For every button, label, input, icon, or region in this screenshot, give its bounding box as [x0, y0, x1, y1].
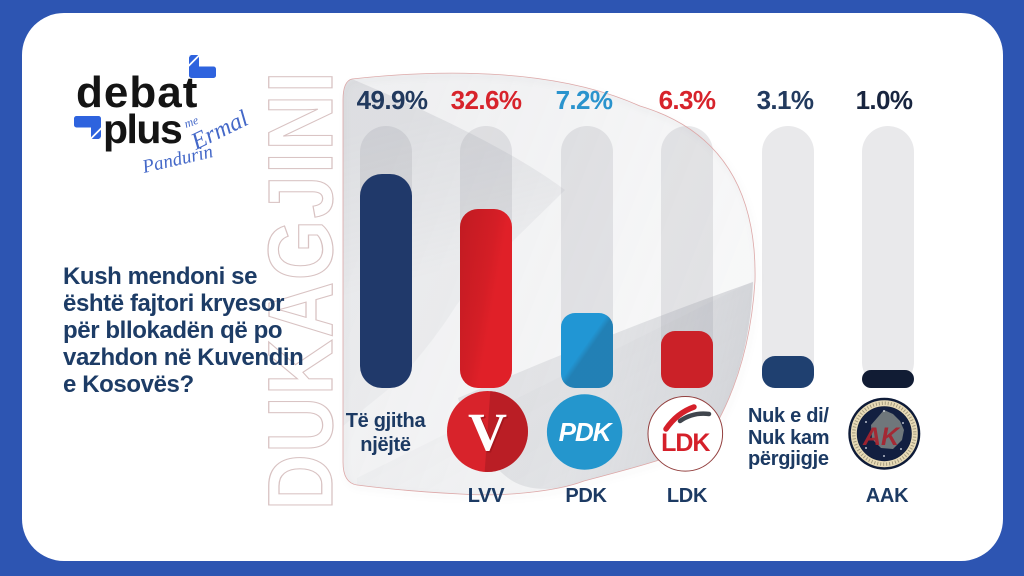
svg-text:PDK: PDK — [559, 417, 614, 447]
svg-text:AK: AK — [862, 423, 901, 451]
svg-text:V: V — [470, 404, 509, 464]
svg-text:V: V — [468, 402, 507, 462]
svg-text:LDK: LDK — [661, 429, 710, 457]
svg-text:me: me — [182, 113, 201, 131]
